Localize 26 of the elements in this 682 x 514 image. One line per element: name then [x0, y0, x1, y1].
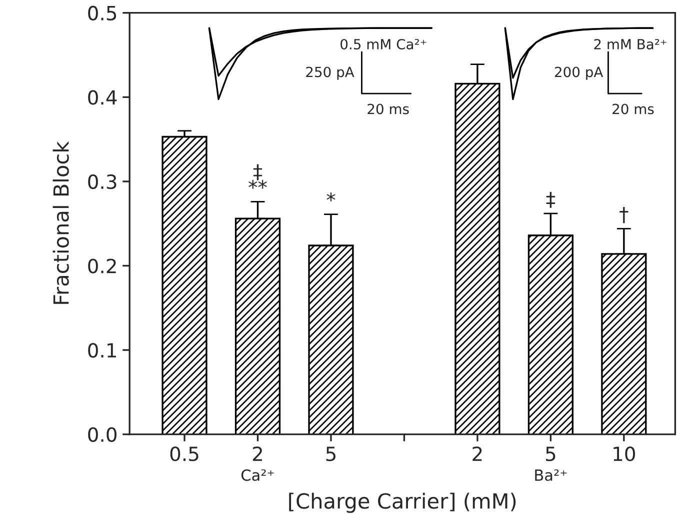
text: Ba²⁺	[535, 469, 567, 481]
data-label: ‡	[546, 192, 555, 208]
y-tick-label: 0.4	[88, 90, 117, 105]
x-tick-label: 2	[472, 446, 482, 461]
y-tick-label: 0.1	[88, 342, 116, 358]
y-tick-label: 0.3	[88, 174, 116, 190]
annotation: 2 mM Ba²⁺	[594, 38, 666, 50]
x-tick-label: 5	[326, 446, 336, 462]
x-tick-label: 0.5	[170, 446, 198, 462]
x-tick-label: 10	[614, 446, 635, 462]
annotation: 20 ms	[368, 104, 409, 114]
y-tick-label: 0.2	[88, 258, 116, 274]
text: Ca²⁺	[241, 469, 274, 481]
x-tick-label: 2	[252, 446, 262, 461]
annotation: 0.5 mM Ca²⁺	[340, 38, 426, 50]
x-tick-label: 5	[546, 446, 556, 462]
data-label: †	[620, 207, 628, 224]
annotation: 20 ms	[612, 104, 654, 114]
y-axis-title: Fractional Block	[52, 141, 69, 304]
y-tick-label: 0.0	[88, 427, 116, 442]
annotation: 200 pA	[554, 66, 604, 80]
data-label: ‡ **	[248, 164, 267, 189]
annotation: 250 pA	[306, 66, 354, 80]
data-label: *	[326, 192, 336, 202]
x-axis-title: [Charge Carrier] (mM)	[289, 492, 516, 513]
y-tick-label: 0.5	[88, 6, 116, 21]
